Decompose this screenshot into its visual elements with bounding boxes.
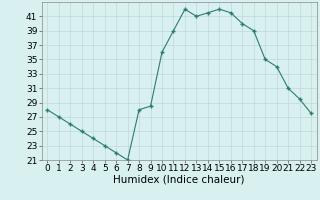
X-axis label: Humidex (Indice chaleur): Humidex (Indice chaleur) [114,175,245,185]
